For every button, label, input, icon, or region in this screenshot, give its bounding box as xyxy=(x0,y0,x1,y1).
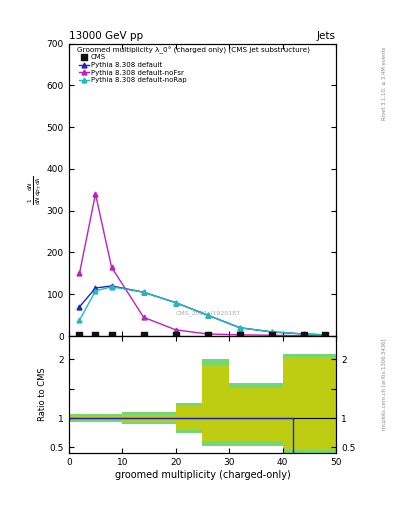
Pythia 8.308 default-noFsr xyxy=(93,191,98,197)
Line: Pythia 8.308 default-noFsr: Pythia 8.308 default-noFsr xyxy=(77,191,328,338)
Pythia 8.308 default-noFsr xyxy=(323,333,328,339)
Pythia 8.308 default-noRap xyxy=(206,312,210,318)
Pythia 8.308 default xyxy=(141,289,146,295)
CMS xyxy=(76,331,83,339)
Text: 13000 GeV pp: 13000 GeV pp xyxy=(69,31,143,41)
Text: Jets: Jets xyxy=(317,31,336,41)
Line: Pythia 8.308 default: Pythia 8.308 default xyxy=(77,284,328,337)
Pythia 8.308 default-noFsr xyxy=(109,264,114,270)
Text: Rivet 3.1.10, ≥ 3.4M events: Rivet 3.1.10, ≥ 3.4M events xyxy=(382,46,387,120)
Pythia 8.308 default-noFsr xyxy=(173,327,178,333)
Pythia 8.308 default-noRap xyxy=(77,317,82,323)
Y-axis label: $\frac{1}{\mathrm{d}N}\frac{\mathrm{d}N}{\mathrm{d}p_T\,\mathrm{d}\lambda}$: $\frac{1}{\mathrm{d}N}\frac{\mathrm{d}N}… xyxy=(27,175,44,204)
CMS xyxy=(322,331,329,339)
CMS xyxy=(140,331,147,339)
Pythia 8.308 default xyxy=(301,331,306,337)
Pythia 8.308 default-noRap xyxy=(301,331,306,337)
Pythia 8.308 default-noFsr xyxy=(206,331,210,337)
Line: Pythia 8.308 default-noRap: Pythia 8.308 default-noRap xyxy=(77,284,328,337)
Pythia 8.308 default-noFsr xyxy=(270,332,274,338)
CMS xyxy=(269,331,275,339)
Pythia 8.308 default-noRap xyxy=(109,284,114,290)
CMS xyxy=(205,331,211,339)
Pythia 8.308 default-noRap xyxy=(237,325,242,331)
CMS xyxy=(108,331,115,339)
Pythia 8.308 default-noFsr xyxy=(237,332,242,338)
Y-axis label: Ratio to CMS: Ratio to CMS xyxy=(38,368,47,421)
Pythia 8.308 default-noFsr xyxy=(77,270,82,276)
Text: CMS_2021_I1920187: CMS_2021_I1920187 xyxy=(175,310,240,315)
Legend: CMS, Pythia 8.308 default, Pythia 8.308 default-noFsr, Pythia 8.308 default-noRa: CMS, Pythia 8.308 default, Pythia 8.308 … xyxy=(77,53,188,85)
Pythia 8.308 default xyxy=(270,329,274,335)
Pythia 8.308 default xyxy=(77,304,82,310)
Pythia 8.308 default-noFsr xyxy=(301,333,306,339)
Pythia 8.308 default xyxy=(237,325,242,331)
Pythia 8.308 default xyxy=(173,300,178,306)
Pythia 8.308 default-noRap xyxy=(93,288,98,294)
Pythia 8.308 default xyxy=(323,332,328,338)
CMS xyxy=(301,331,307,339)
CMS xyxy=(173,331,179,339)
Pythia 8.308 default-noRap xyxy=(173,300,178,306)
Pythia 8.308 default-noFsr xyxy=(141,314,146,321)
Pythia 8.308 default xyxy=(93,285,98,291)
Text: Groomed multiplicity λ_0° (charged only) (CMS jet substructure): Groomed multiplicity λ_0° (charged only)… xyxy=(77,47,310,54)
X-axis label: groomed multiplicity (charged-only): groomed multiplicity (charged-only) xyxy=(114,470,290,480)
Pythia 8.308 default xyxy=(109,283,114,289)
Text: mcplots.cern.ch [arXiv:1306.3436]: mcplots.cern.ch [arXiv:1306.3436] xyxy=(382,338,387,430)
Pythia 8.308 default-noRap xyxy=(141,289,146,295)
Pythia 8.308 default-noRap xyxy=(270,329,274,335)
Pythia 8.308 default xyxy=(206,312,210,318)
CMS xyxy=(237,331,243,339)
CMS xyxy=(92,331,99,339)
Pythia 8.308 default-noRap xyxy=(323,332,328,338)
